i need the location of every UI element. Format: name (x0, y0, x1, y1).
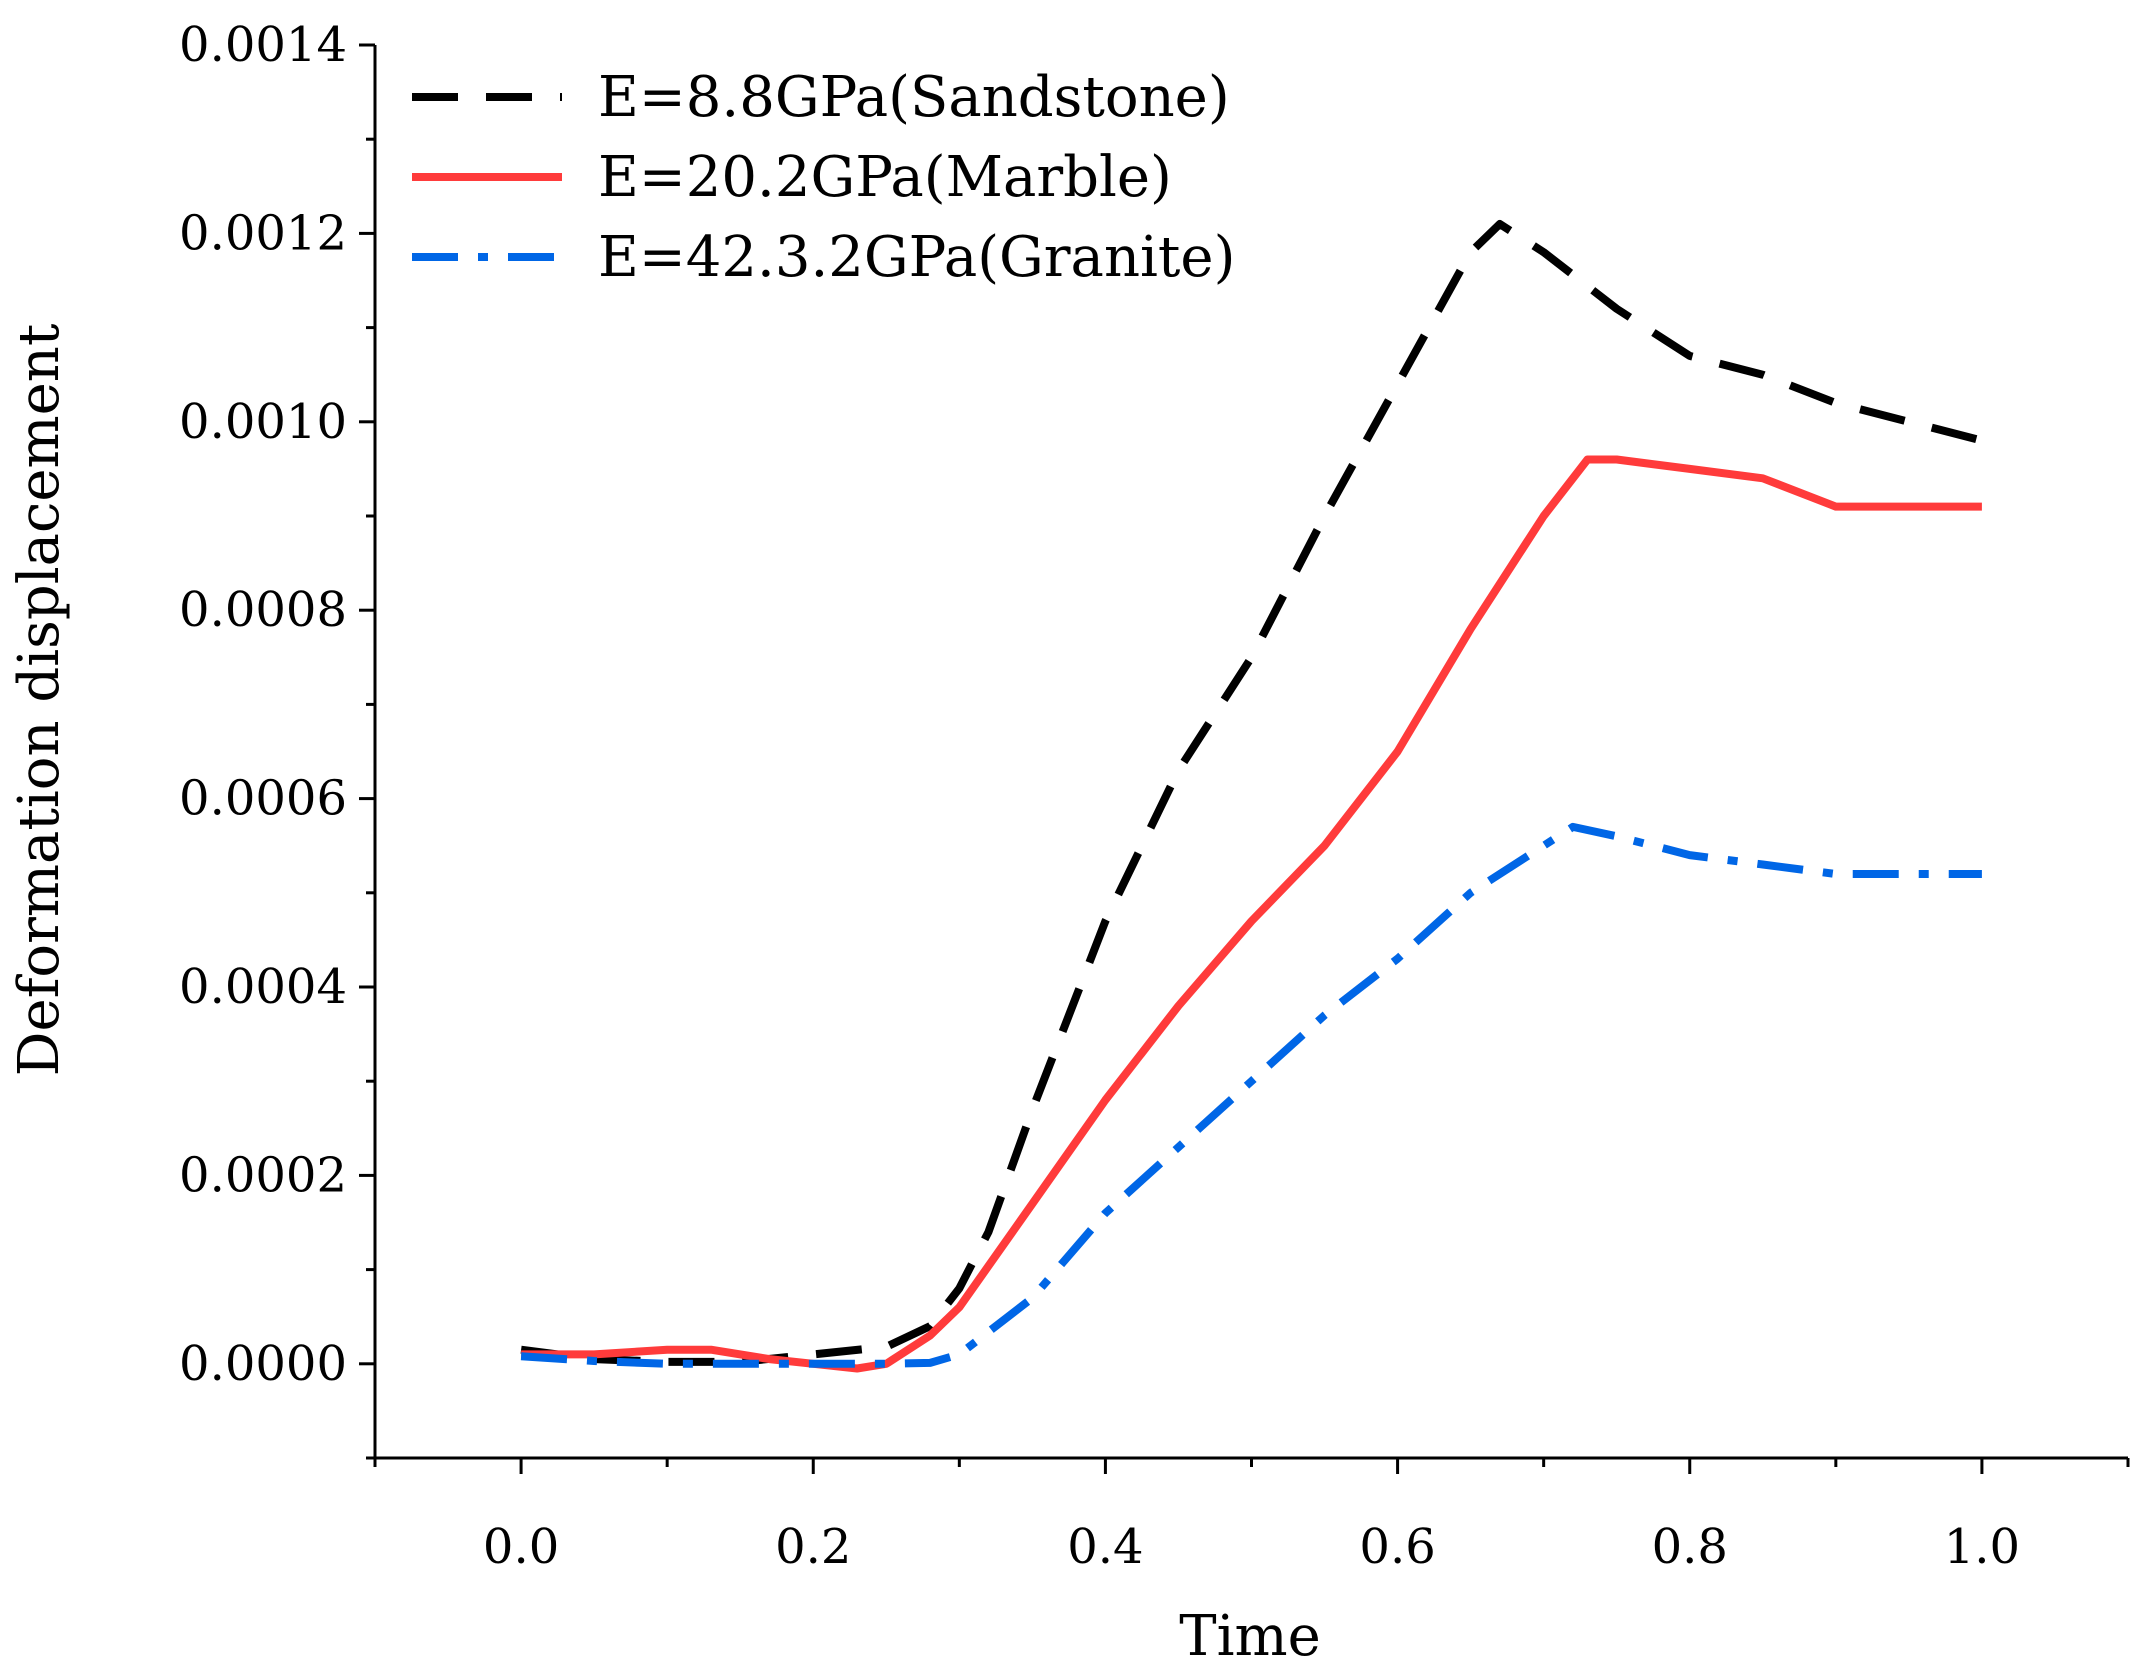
y-tick-label: 0.0012 (179, 205, 347, 261)
legend-label-3: E=42.3.2GPa(Granite) (598, 225, 1235, 290)
x-axis-title: Time (1179, 1604, 1321, 1669)
y-tick-label: 0.0006 (179, 771, 347, 827)
x-tick-label: 0.2 (775, 1519, 851, 1575)
legend-label-2: E=20.2GPa(Marble) (598, 145, 1172, 210)
legend-label-1: E=8.8GPa(Sandstone) (598, 65, 1230, 130)
series-line-1 (520, 220, 1983, 1366)
axes-layer: 0.00000.00020.00040.00060.00080.00100.00… (179, 17, 2130, 1575)
y-tick-label: 0.0008 (179, 582, 347, 638)
x-tick-label: 0.6 (1359, 1519, 1435, 1575)
x-tick-label: 0.8 (1652, 1519, 1728, 1575)
y-tick-label: 0.0010 (179, 394, 347, 450)
series-layer (520, 220, 1983, 1373)
x-tick-label: 1.0 (1944, 1519, 2020, 1575)
y-tick-label: 0.0000 (179, 1336, 347, 1392)
legend: E=8.8GPa(Sandstone) E=20.2GPa(Marble) E=42… (412, 65, 1235, 290)
y-tick-label: 0.0002 (179, 1147, 347, 1203)
y-axis-title: Deformation displacement (7, 323, 72, 1076)
y-tick-label: 0.0004 (179, 959, 347, 1015)
y-tick-label: 0.0014 (179, 17, 347, 73)
series-line-2 (521, 455, 1982, 1373)
x-tick-label: 0.4 (1067, 1519, 1143, 1575)
series-line-3 (520, 822, 1982, 1368)
x-tick-label: 0.0 (483, 1519, 559, 1575)
